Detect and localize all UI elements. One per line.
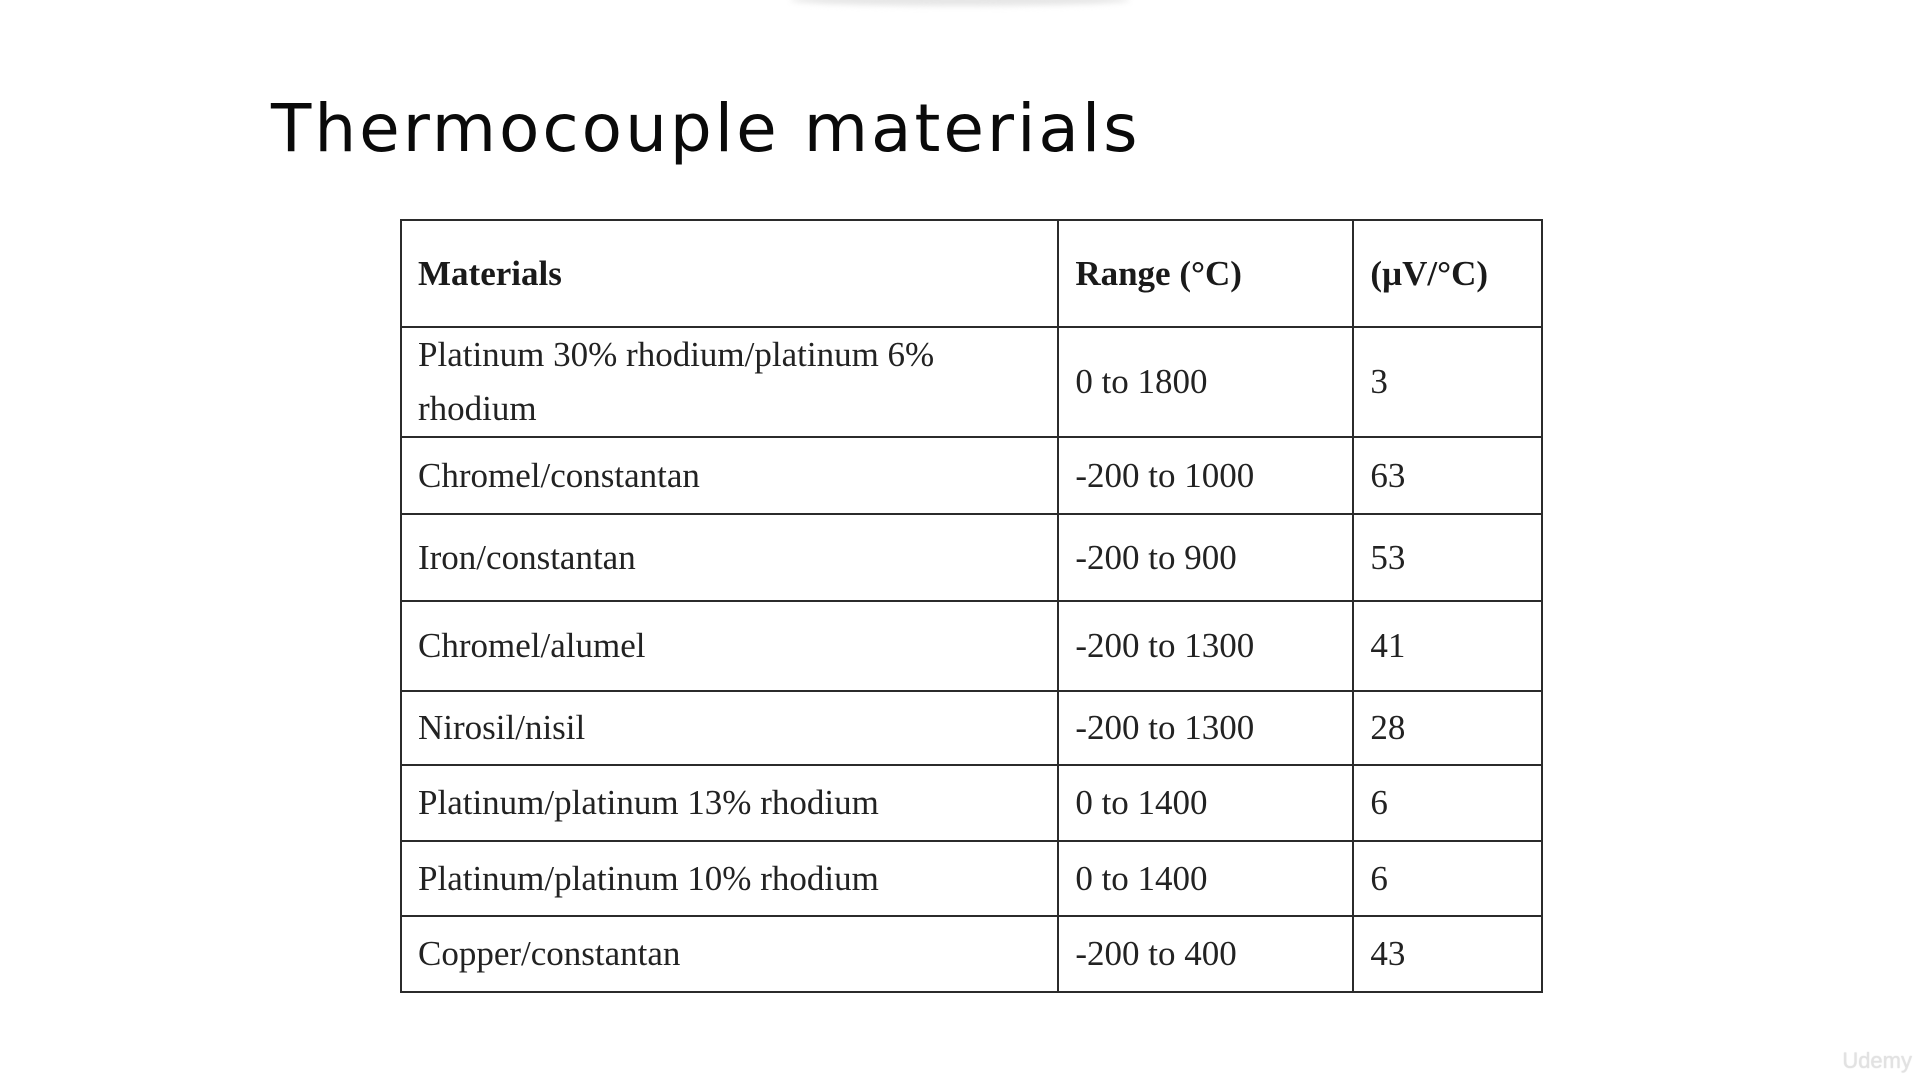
table-row: Platinum/platinum 10% rhodium 0 to 1400 … <box>399 840 1543 917</box>
cell-range: -200 to 400 <box>1057 915 1355 993</box>
cell-sensitivity: 53 <box>1352 513 1543 602</box>
cell-material: Chromel/alumel <box>399 600 1060 692</box>
cell-range: -200 to 900 <box>1057 513 1355 602</box>
cell-range: -200 to 1000 <box>1057 436 1355 515</box>
table-row: Iron/constantan -200 to 900 53 <box>399 513 1543 602</box>
cell-material: Platinum/platinum 13% rhodium <box>399 764 1060 842</box>
table-row: Platinum/platinum 13% rhodium 0 to 1400 … <box>399 764 1543 842</box>
cell-range: -200 to 1300 <box>1057 690 1355 766</box>
cell-range: 0 to 1400 <box>1057 764 1355 842</box>
cell-material: Iron/constantan <box>399 513 1060 602</box>
cell-range: 0 to 1800 <box>1057 326 1355 438</box>
table-row: Platinum 30% rhodium/platinum 6% rhodium… <box>399 326 1543 438</box>
header-sensitivity: (µV/°C) <box>1352 219 1543 328</box>
cell-range: 0 to 1400 <box>1057 840 1355 917</box>
cell-sensitivity: 41 <box>1352 600 1543 692</box>
header-materials: Materials <box>399 219 1060 328</box>
top-shadow <box>790 0 1130 6</box>
table-row: Chromel/constantan -200 to 1000 63 <box>399 436 1543 515</box>
cell-sensitivity: 6 <box>1352 764 1543 842</box>
table-header-row: Materials Range (°C) (µV/°C) <box>399 219 1543 328</box>
cell-material: Platinum 30% rhodium/platinum 6% rhodium <box>399 326 1060 438</box>
cell-sensitivity: 6 <box>1352 840 1543 917</box>
cell-material: Chromel/constantan <box>399 436 1060 515</box>
udemy-watermark: Udemy <box>1842 1048 1912 1073</box>
cell-sensitivity: 28 <box>1352 690 1543 766</box>
table-row: Copper/constantan -200 to 400 43 <box>399 915 1543 993</box>
table-row: Nirosil/nisil -200 to 1300 28 <box>399 690 1543 766</box>
cell-material: Nirosil/nisil <box>399 690 1060 766</box>
thermocouple-table: Materials Range (°C) (µV/°C) Platinum 30… <box>399 219 1543 993</box>
cell-material: Copper/constantan <box>399 915 1060 993</box>
cell-range: -200 to 1300 <box>1057 600 1355 692</box>
cell-sensitivity: 63 <box>1352 436 1543 515</box>
cell-sensitivity: 3 <box>1352 326 1543 438</box>
slide-title: Thermocouple materials <box>271 90 1141 167</box>
cell-sensitivity: 43 <box>1352 915 1543 993</box>
cell-material: Platinum/platinum 10% rhodium <box>399 840 1060 917</box>
table-row: Chromel/alumel -200 to 1300 41 <box>399 600 1543 692</box>
header-range: Range (°C) <box>1057 219 1355 328</box>
